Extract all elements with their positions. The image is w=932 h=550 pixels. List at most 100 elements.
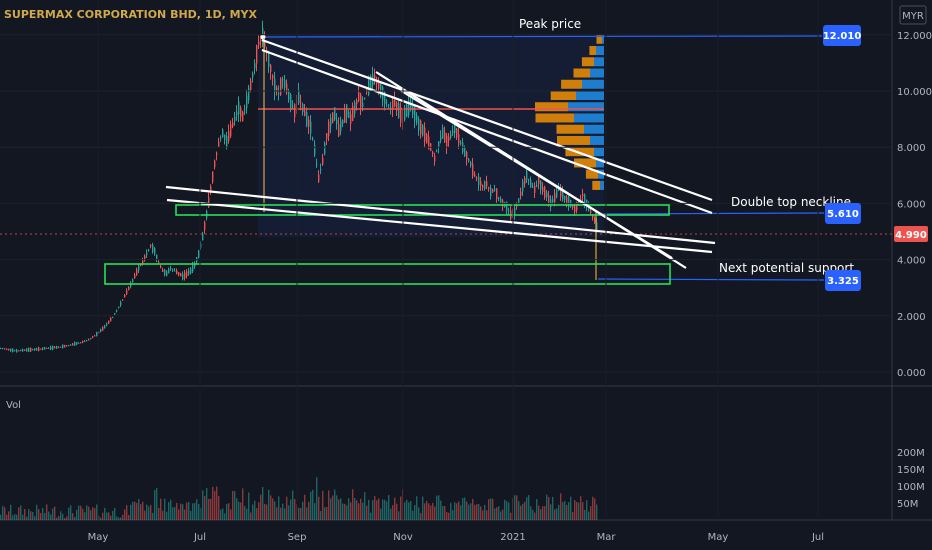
volume-bar (456, 503, 458, 520)
volume-bar (16, 514, 18, 520)
volume-bar (62, 513, 64, 520)
candle-body (26, 348, 28, 352)
candle-body (202, 233, 204, 241)
candle-body (94, 335, 96, 337)
volume-bar (326, 506, 328, 520)
time-tick-label: Mar (597, 532, 617, 543)
volume-bar (366, 505, 368, 520)
candle-body (84, 340, 86, 342)
candle-body (162, 269, 164, 272)
candle-body (182, 273, 184, 280)
volume-bar (394, 497, 396, 520)
candle-body (70, 344, 72, 346)
candle-body (298, 90, 300, 104)
volume-bar (302, 501, 304, 520)
volume-bar (32, 511, 34, 520)
candle-body (270, 65, 272, 73)
candle-body (92, 336, 94, 338)
candle-body (0, 348, 2, 350)
candle-body (314, 145, 316, 155)
time-tick-label: May (88, 532, 109, 543)
volume-bar (350, 502, 352, 520)
vp-bar-up (600, 180, 604, 190)
candle-body (582, 193, 584, 197)
volume-bar (460, 505, 462, 520)
candle-body (418, 118, 420, 131)
volume-bar (474, 504, 476, 520)
volume-bar (312, 489, 314, 520)
volume-bar (516, 495, 518, 520)
candle-body (464, 146, 466, 157)
candle-body (6, 348, 8, 350)
candle-body (358, 92, 360, 102)
volume-bar (378, 498, 380, 520)
volume-bar (6, 514, 8, 520)
volume-bar (306, 507, 308, 520)
trendline (165, 185, 716, 245)
volume-bar (244, 506, 246, 520)
volume-bar (202, 490, 204, 520)
candle-body (50, 346, 52, 350)
volume-bar (174, 507, 176, 520)
svg-text:12.010: 12.010 (823, 31, 862, 42)
peak-price-badge: 12.010 (823, 25, 862, 46)
volume-bar (26, 516, 28, 520)
candle-body (474, 174, 476, 177)
volume-bar (170, 499, 172, 520)
candle-body (232, 122, 234, 127)
candle-body (164, 269, 166, 275)
candle-body (278, 93, 280, 95)
volume-bar (266, 504, 268, 520)
candle-body (450, 134, 452, 138)
volume-bar (74, 517, 76, 520)
candle-body (130, 282, 132, 287)
volume-bar (518, 501, 520, 520)
candle-body (480, 181, 482, 186)
volume-bar (556, 508, 558, 520)
candle-body (236, 111, 238, 116)
volume-bar (364, 492, 366, 520)
volume-bar (120, 517, 122, 520)
volume-bar (20, 505, 22, 520)
volume-bar (146, 504, 148, 520)
volume-bar (406, 499, 408, 520)
volume-bar (434, 506, 436, 520)
volume-bar (432, 502, 434, 520)
currency-badge[interactable] (899, 5, 927, 25)
candle-body (292, 106, 294, 108)
vp-bar-up (582, 79, 604, 89)
volume-bar (408, 502, 410, 520)
candle-body (88, 339, 90, 341)
volume-bar (140, 504, 142, 520)
volume-bar (574, 500, 576, 520)
candle-body (28, 347, 30, 352)
price-tick-label: 4.000 (897, 256, 926, 267)
candle-body (328, 121, 330, 136)
candle-body (16, 349, 18, 353)
candle-body (144, 255, 146, 261)
vp-bar-down (561, 79, 582, 89)
candle-body (416, 115, 418, 123)
vp-bar-down (556, 124, 584, 134)
candle-body (38, 347, 40, 351)
volume-bar (264, 503, 266, 520)
volume-bar (588, 511, 590, 520)
volume-bar (348, 498, 350, 520)
volume-bar (28, 509, 30, 520)
volume-bar (304, 494, 306, 520)
volume-bar (544, 506, 546, 520)
vp-bar-up (584, 124, 604, 134)
volume-bar (38, 509, 40, 520)
volume-bar (240, 502, 242, 520)
time-tick-label: Nov (393, 532, 413, 543)
volume-bar (190, 510, 192, 520)
candle-body (432, 151, 434, 154)
candle-body (106, 323, 108, 326)
candle-body (488, 186, 490, 189)
candle-body (316, 163, 318, 165)
volume-bar (106, 512, 108, 520)
trendline (166, 198, 713, 254)
volume-bar (8, 511, 10, 520)
support-annotation: Next potential support (719, 261, 854, 275)
